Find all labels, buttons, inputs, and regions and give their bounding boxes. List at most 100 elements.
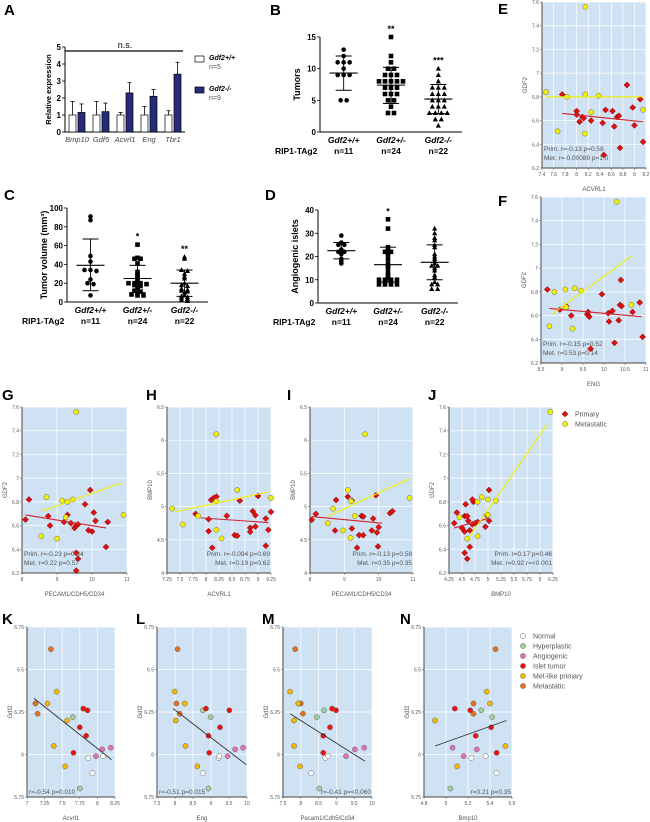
data-point — [441, 97, 447, 103]
data-point — [339, 233, 344, 238]
panel-b: B 0 5 10 15 Tumors RIP1-TAg2 Gdf2+/+n=11 ** Gdf2+… — [270, 2, 462, 156]
y-tick-label: 5 — [161, 505, 164, 511]
panel-label: C — [4, 187, 15, 204]
primary-point — [262, 515, 270, 522]
data-point — [394, 79, 400, 84]
x-tick-label: 4.75 — [470, 577, 480, 583]
primary-point — [46, 522, 54, 529]
metastatic-stat: Met. r=0.92 r=<0.001 — [491, 560, 552, 567]
metastatic-point — [325, 520, 331, 527]
y-tick-label: 7.6 — [532, 0, 539, 6]
met-like-primary-point — [295, 700, 302, 707]
y-tick-label: 6.6 — [532, 119, 539, 125]
islet-tumor-point — [451, 705, 458, 712]
y-tick-label: 1 — [57, 111, 62, 120]
angiogenic-point — [107, 744, 114, 751]
data-point — [135, 261, 140, 266]
metastatic-point — [34, 710, 41, 717]
primary-point — [450, 519, 458, 527]
x-tick-label: 7.5 — [154, 801, 161, 807]
primary-point — [543, 286, 551, 293]
data-point — [344, 98, 349, 103]
primary-fit-line — [454, 517, 489, 529]
met-like-primary-point — [50, 743, 57, 749]
x-tick-label: 4.8 — [421, 801, 428, 807]
y-tick-label: 6.2 — [439, 571, 446, 577]
data-point — [432, 110, 438, 115]
primary-point — [205, 527, 212, 535]
islet-tumor-point — [206, 749, 213, 756]
met-like-primary-point — [291, 743, 297, 749]
y-tick-label: 5.5 — [300, 471, 307, 477]
data-point — [88, 214, 93, 219]
y-tick-label: 0 — [310, 299, 315, 308]
group-n: n=24 — [381, 146, 401, 156]
y-tick-label: 0 — [57, 128, 62, 137]
metastatic-point — [485, 496, 491, 503]
y-tick-label: 30 — [305, 229, 314, 238]
y-tick-label: 5.75 — [14, 795, 24, 801]
legend-label: Metastatic — [575, 422, 607, 429]
y-tick-label: 6.4 — [12, 547, 19, 553]
primary-point — [558, 91, 566, 98]
y-tick-label: 7.2 — [532, 47, 539, 53]
group-n: n=11 — [332, 317, 351, 327]
group-label: Gdf2+/- — [373, 306, 403, 316]
data-point — [391, 98, 397, 103]
metastatic-stat: Met. r=0.53 p=0.14 — [543, 350, 598, 357]
met-like-primary-point — [287, 688, 293, 695]
normal-point — [308, 770, 314, 777]
primary-point — [461, 549, 468, 557]
islet-tumor-point — [467, 707, 474, 714]
metastatic-point — [179, 521, 186, 528]
plot-background — [541, 197, 646, 363]
y-tick-label: 5 — [57, 43, 62, 52]
hyperplastic-point — [313, 714, 320, 720]
y-tick-label: 7.2 — [12, 452, 19, 458]
metastatic-point — [551, 289, 558, 295]
y-tick-label: 10 — [307, 65, 316, 74]
metastatic-point — [340, 527, 346, 534]
metastatic-point — [43, 494, 50, 500]
legend-label: Normal — [533, 634, 556, 641]
primary-point — [617, 276, 625, 284]
primary-point — [598, 290, 606, 298]
data-point — [435, 281, 441, 287]
primary-point — [605, 318, 613, 325]
legend-label: Hyperplastic — [533, 644, 572, 651]
primary-point — [353, 544, 361, 552]
data-point — [335, 60, 340, 65]
met-like-primary-point — [454, 763, 460, 770]
primary-point — [631, 121, 638, 129]
metastatic-point — [195, 513, 202, 519]
primary-point — [466, 543, 474, 551]
x-tick-label: 11 — [643, 367, 648, 373]
metastatic-point — [59, 497, 66, 504]
x-axis-title: ACVRL1 — [207, 592, 231, 598]
primary-point — [72, 567, 80, 574]
panel-f: F 8.5 9 9.5 10 10.5 11 6.2 6.4 6.6 6.8 7 7.2 7.4 7.6 EN… — [498, 193, 649, 388]
x-axis-title: Eng — [197, 816, 208, 822]
panel-j: J 4.25 4.5 4.75 5 5.25 5.5 5.75 6 6.25 6.2 6.4 6.6 6.… — [428, 387, 607, 598]
significance-stars: *** — [433, 56, 444, 66]
x-tick-label: 8.5 — [229, 577, 236, 583]
metastatic-fit-line — [551, 255, 632, 315]
y-tick-label: 7.2 — [439, 452, 446, 458]
y-axis-title: BMP10 — [291, 480, 297, 500]
primary-point — [236, 497, 244, 504]
x-tick-label: 8 — [575, 172, 578, 178]
correlation-stat: r=-0.41 p=<0.060 — [321, 789, 371, 796]
y-axis-title: Tumors — [292, 68, 302, 100]
y-tick-label: 4.5 — [300, 538, 307, 544]
legend-marker-normal — [520, 633, 526, 639]
y-tick-label: 7 — [443, 476, 446, 482]
y-tick-label: 6.25 — [14, 710, 24, 716]
data-point — [385, 98, 391, 103]
data-point — [444, 110, 450, 115]
primary-point — [86, 486, 94, 494]
x-tick-label: 10 — [376, 577, 382, 583]
primary-point — [102, 543, 110, 551]
x-tick-label: 10 — [89, 577, 95, 583]
x-tick-label: 9 — [257, 577, 260, 583]
